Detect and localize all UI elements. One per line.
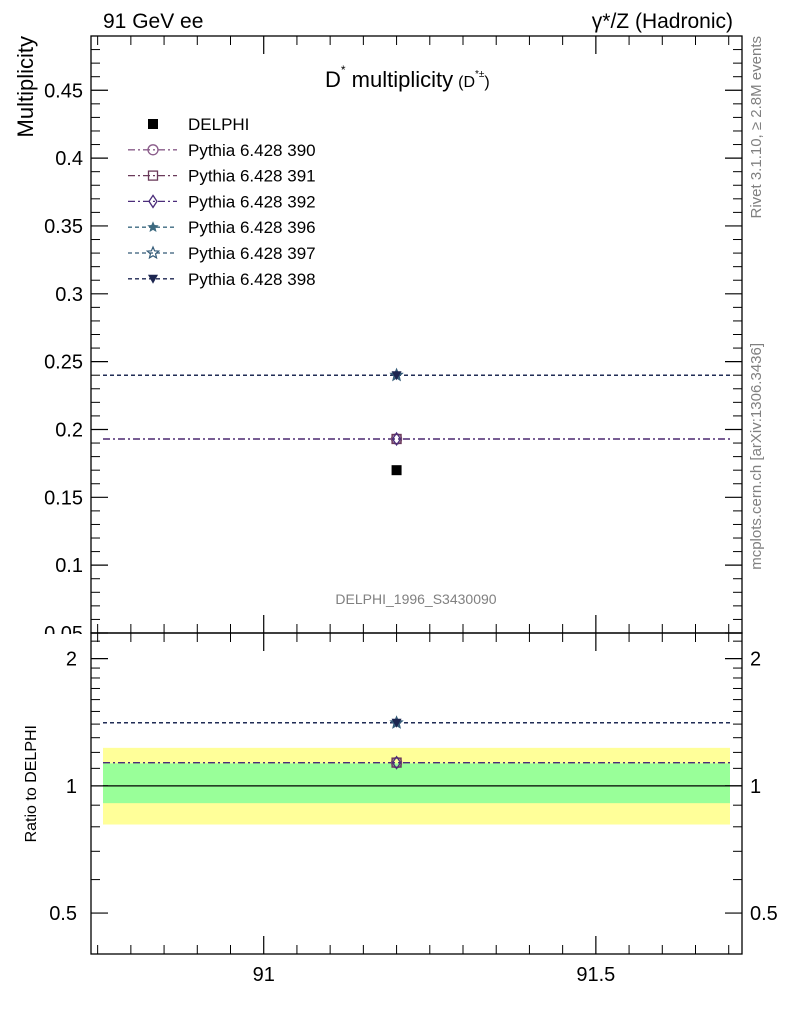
legend-entry: DELPHI xyxy=(148,115,249,134)
legend-marker xyxy=(145,245,161,260)
ratio-frame xyxy=(90,632,743,955)
main-y-tick-label: 0.3 xyxy=(55,284,83,306)
legend-entry: Pythia 6.428 398 xyxy=(128,270,316,289)
label-clip-mask xyxy=(0,634,90,648)
ratio-y-tick-label-right: 1 xyxy=(750,776,761,798)
legend-label: Pythia 6.428 391 xyxy=(188,167,316,186)
ratio-y-tick-label: 2 xyxy=(66,649,77,671)
legend-entry: Pythia 6.428 392 xyxy=(128,192,316,211)
main-y-tick-label: 0.35 xyxy=(44,216,83,238)
ratio-y-tick-label-right: 2 xyxy=(750,649,761,671)
legend-marker xyxy=(148,119,158,129)
main-y-tick-label: 0.2 xyxy=(55,419,83,441)
energy-label: 91 GeV ee xyxy=(103,10,203,33)
series-marker-2 xyxy=(391,431,402,447)
series-marker-5 xyxy=(391,371,402,381)
main-y-tick-label: 0.15 xyxy=(44,487,83,509)
main-series-markers xyxy=(389,367,404,476)
ratio-y-tick-label-right: 0.5 xyxy=(750,903,778,925)
main-y-tick-label: 0.4 xyxy=(55,148,83,170)
legend: DELPHI Pythia 6.428 390 Pythia 6.428 391 Py… xyxy=(128,115,316,289)
legend-marker xyxy=(148,274,158,284)
legend-entry: Pythia 6.428 391 xyxy=(128,167,316,186)
legend-label: DELPHI xyxy=(188,115,249,134)
main-y-ticks: 0.050.10.150.20.250.30.350.40.45 xyxy=(0,35,742,648)
legend-label: Pythia 6.428 392 xyxy=(188,192,316,211)
ratio-marker-2 xyxy=(391,755,402,770)
main-y-tick-label: 0.25 xyxy=(44,352,83,374)
ratio-y-tick-label: 0.5 xyxy=(49,903,77,925)
process-label: γ*/Z (Hadronic) xyxy=(592,10,733,33)
uncertainty-band-1 xyxy=(103,763,730,804)
legend-label: Pythia 6.428 398 xyxy=(188,270,316,289)
main-ylabel: Multiplicity xyxy=(13,36,38,137)
legend-label: Pythia 6.428 396 xyxy=(188,218,316,237)
legend-entry: Pythia 6.428 397 xyxy=(128,244,316,263)
analysis-label: DELPHI_1996_S3430090 xyxy=(335,591,496,607)
main-x-ticks xyxy=(97,36,730,633)
ratio-series-markers xyxy=(389,715,404,770)
legend-marker xyxy=(147,144,159,156)
main-panel: 0.050.10.150.20.250.30.350.40.45 D* mult… xyxy=(0,35,743,648)
ratio-panel: 0.5 0.5 1 1 2 2 91 91.5 xyxy=(49,632,778,986)
legend-entry: Pythia 6.428 396 xyxy=(128,218,316,237)
main-series-lines xyxy=(103,374,730,440)
mcplots-label: mcplots.cern.ch [arXiv:1306.3436] xyxy=(748,343,765,570)
legend-label: Pythia 6.428 390 xyxy=(188,141,316,160)
ratio-y-ticks: 0.5 0.5 1 1 2 2 xyxy=(49,640,778,955)
ratio-marker-5 xyxy=(391,718,402,728)
delphi-data-point xyxy=(391,465,402,476)
chart-title: D* multiplicity (D*±) xyxy=(325,63,490,92)
ratio-ylabel: Ratio to DELPHI xyxy=(23,725,40,842)
main-y-tick-label: 0.45 xyxy=(44,80,83,102)
legend-marker xyxy=(147,170,159,181)
ratio-y-tick-label: 1 xyxy=(66,776,77,798)
legend-marker xyxy=(148,194,158,209)
ratio-x-ticks: 91 91.5 xyxy=(97,633,730,986)
legend-entry: Pythia 6.428 390 xyxy=(128,141,316,160)
legend-marker xyxy=(147,221,159,233)
main-y-tick-label: 0.1 xyxy=(55,555,83,577)
rivet-label: Rivet 3.1.10, ≥ 2.8M events xyxy=(748,36,765,219)
x-tick-label: 91 xyxy=(253,964,275,986)
x-tick-label: 91.5 xyxy=(576,964,615,986)
legend-label: Pythia 6.428 397 xyxy=(188,244,316,263)
